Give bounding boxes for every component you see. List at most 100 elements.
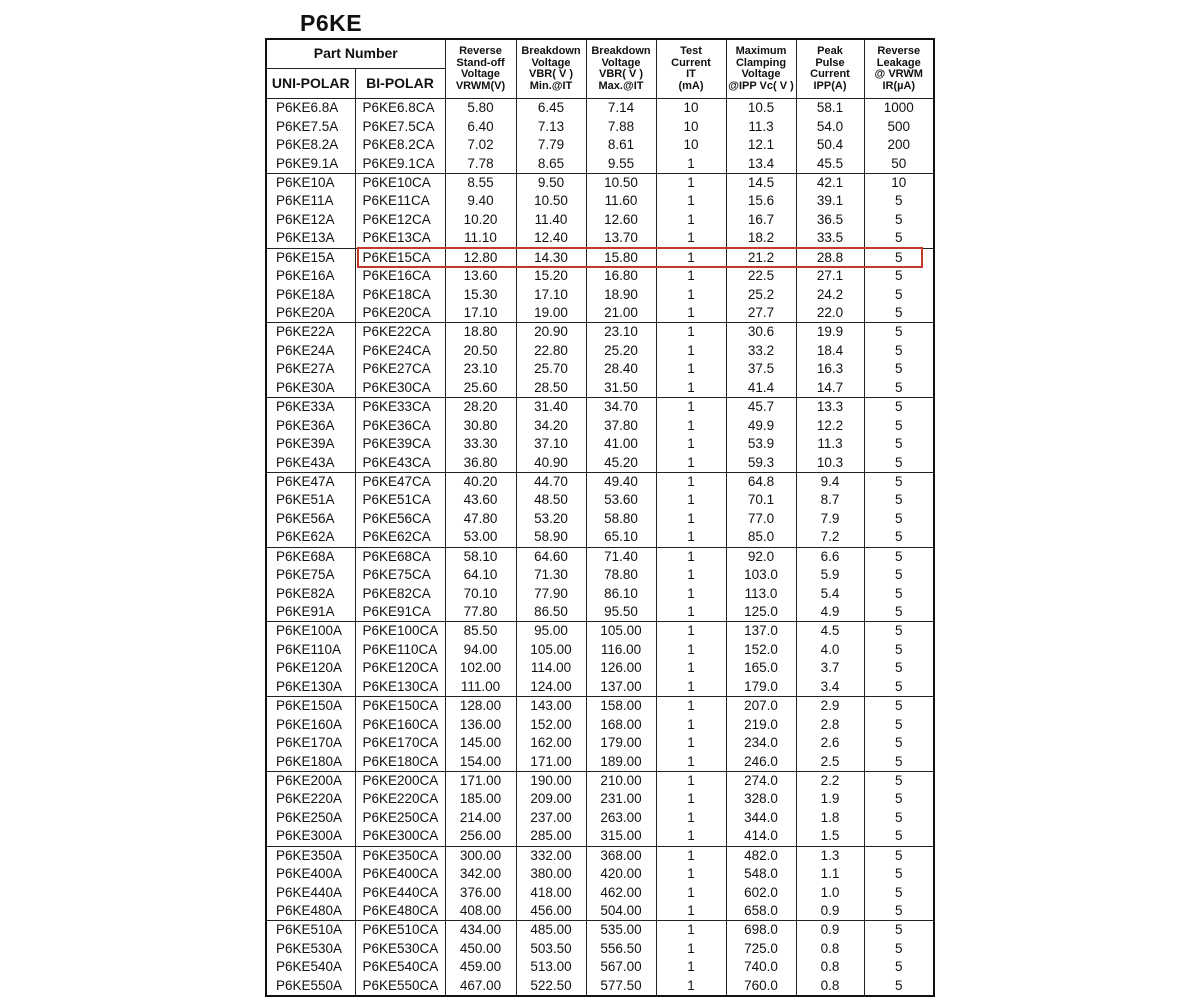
part-number-cell: P6KE22CA <box>354 322 446 342</box>
value-cell: 1.8 <box>795 808 865 828</box>
part-number-cell: P6KE15A <box>265 247 356 267</box>
part-number-cell: P6KE170A <box>265 733 356 753</box>
part-number-cell: P6KE170CA <box>354 733 446 753</box>
value-cell: 28.8 <box>795 247 865 267</box>
value-cell: 5 <box>863 247 935 267</box>
value-cell: 7.2 <box>795 528 865 547</box>
value-cell: 1 <box>655 939 727 959</box>
value-cell: 45.5 <box>795 154 865 174</box>
table-row: P6KE440A P6KE440CA 376.00 418.00 462.00 1 602.… <box>265 883 935 902</box>
value-cell: 1 <box>655 659 727 678</box>
part-number-cell: P6KE110A <box>265 640 356 660</box>
value-cell: 9.4 <box>795 471 865 492</box>
value-cell: 1 <box>655 808 727 828</box>
value-cell: 42.1 <box>795 172 865 193</box>
value-cell: 1.5 <box>795 827 865 846</box>
header-line: Leakage <box>876 56 921 69</box>
value-cell: 214.00 <box>444 808 517 828</box>
value-cell: 467.00 <box>444 976 517 996</box>
value-cell: 124.00 <box>515 677 587 697</box>
header-line: @IPP Vc( V ) <box>728 79 794 92</box>
part-number-cell: P6KE220CA <box>354 790 446 809</box>
table-row: P6KE56A P6KE56CA 47.80 53.20 58.80 1 77.0 7.9 5 <box>265 509 935 529</box>
value-cell: 1 <box>655 901 727 921</box>
value-cell: 86.10 <box>585 584 657 603</box>
part-number-cell: P6KE100CA <box>354 621 446 641</box>
value-cell: 602.0 <box>725 883 797 902</box>
value-cell: 33.2 <box>725 341 797 361</box>
value-cell: 368.00 <box>585 845 657 865</box>
part-number-cell: P6KE18CA <box>354 285 446 304</box>
part-number-cell: P6KE91CA <box>354 602 446 622</box>
value-cell: 23.10 <box>444 360 517 379</box>
value-cell: 1.3 <box>795 845 865 865</box>
value-cell: 7.13 <box>515 117 587 136</box>
value-cell: 246.0 <box>725 752 797 772</box>
value-cell: 126.00 <box>585 659 657 678</box>
part-number-cell: P6KE7.5CA <box>354 117 446 136</box>
value-cell: 48.50 <box>515 491 587 510</box>
value-cell: 64.8 <box>725 471 797 492</box>
value-cell: 567.00 <box>585 958 657 977</box>
value-cell: 137.0 <box>725 621 797 641</box>
value-cell: 5 <box>863 770 935 791</box>
part-number-cell: P6KE27CA <box>354 360 446 379</box>
part-number-cell: P6KE6.8A <box>265 98 356 118</box>
value-cell: 13.60 <box>444 266 517 286</box>
part-number-cell: P6KE24CA <box>354 341 446 361</box>
value-cell: 136.00 <box>444 715 517 734</box>
table-row: P6KE9.1A P6KE9.1CA 7.78 8.65 9.55 1 13.4 45.5 50 <box>265 154 935 174</box>
peak-pulse-current-header: Peak Pulse Current IPP(A) <box>795 38 865 99</box>
value-cell: 85.50 <box>444 621 517 641</box>
part-number-cell: P6KE540CA <box>354 958 446 977</box>
header-line: Voltage <box>601 56 641 69</box>
value-cell: 658.0 <box>725 901 797 921</box>
value-cell: 1 <box>655 640 727 660</box>
part-number-cell: P6KE120CA <box>354 659 446 678</box>
value-cell: 5 <box>863 715 935 734</box>
header-line: Min.@IT <box>529 79 573 92</box>
value-cell: 5 <box>863 360 935 379</box>
value-cell: 1 <box>655 303 727 323</box>
value-cell: 0.9 <box>795 920 865 940</box>
value-cell: 8.61 <box>585 135 657 155</box>
value-cell: 462.00 <box>585 883 657 902</box>
value-cell: 376.00 <box>444 883 517 902</box>
value-cell: 39.1 <box>795 192 865 211</box>
value-cell: 1 <box>655 154 727 174</box>
value-cell: 577.50 <box>585 976 657 996</box>
part-number-header: Part Number <box>265 38 446 69</box>
part-number-cell: P6KE550CA <box>354 976 446 996</box>
table-row: P6KE20A P6KE20CA 17.10 19.00 21.00 1 27.7 22.0 5 <box>265 303 935 323</box>
part-number-cell: P6KE75A <box>265 565 356 585</box>
value-cell: 5 <box>863 845 935 865</box>
value-cell: 105.00 <box>585 621 657 641</box>
value-cell: 152.0 <box>725 640 797 660</box>
value-cell: 5 <box>863 491 935 510</box>
table-row: P6KE39A P6KE39CA 33.30 37.10 41.00 1 53.9 11.3 5 <box>265 434 935 454</box>
value-cell: 145.00 <box>444 733 517 753</box>
value-cell: 53.20 <box>515 509 587 529</box>
value-cell: 158.00 <box>585 696 657 716</box>
value-cell: 37.10 <box>515 434 587 454</box>
value-cell: 45.7 <box>725 397 797 417</box>
value-cell: 25.2 <box>725 285 797 304</box>
value-cell: 53.60 <box>585 491 657 510</box>
value-cell: 5 <box>863 397 935 417</box>
value-cell: 5.4 <box>795 584 865 603</box>
value-cell: 5 <box>863 883 935 902</box>
table-row: P6KE33A P6KE33CA 28.20 31.40 34.70 1 45.7 13.3 5 <box>265 397 935 417</box>
part-number-cell: P6KE160CA <box>354 715 446 734</box>
part-number-cell: P6KE39CA <box>354 434 446 454</box>
part-number-cell: P6KE13CA <box>354 229 446 248</box>
value-cell: 237.00 <box>515 808 587 828</box>
value-cell: 128.00 <box>444 696 517 716</box>
value-cell: 22.80 <box>515 341 587 361</box>
value-cell: 10.50 <box>515 192 587 211</box>
header-line: Current <box>671 56 711 69</box>
part-number-cell: P6KE100A <box>265 621 356 641</box>
table-row: P6KE510A P6KE510CA 434.00 485.00 535.00 1 698.… <box>265 920 935 940</box>
table-row: P6KE8.2A P6KE8.2CA 7.02 7.79 8.61 10 12.1 50.4 2… <box>265 135 935 155</box>
value-cell: 1.1 <box>795 864 865 884</box>
value-cell: 1 <box>655 491 727 510</box>
